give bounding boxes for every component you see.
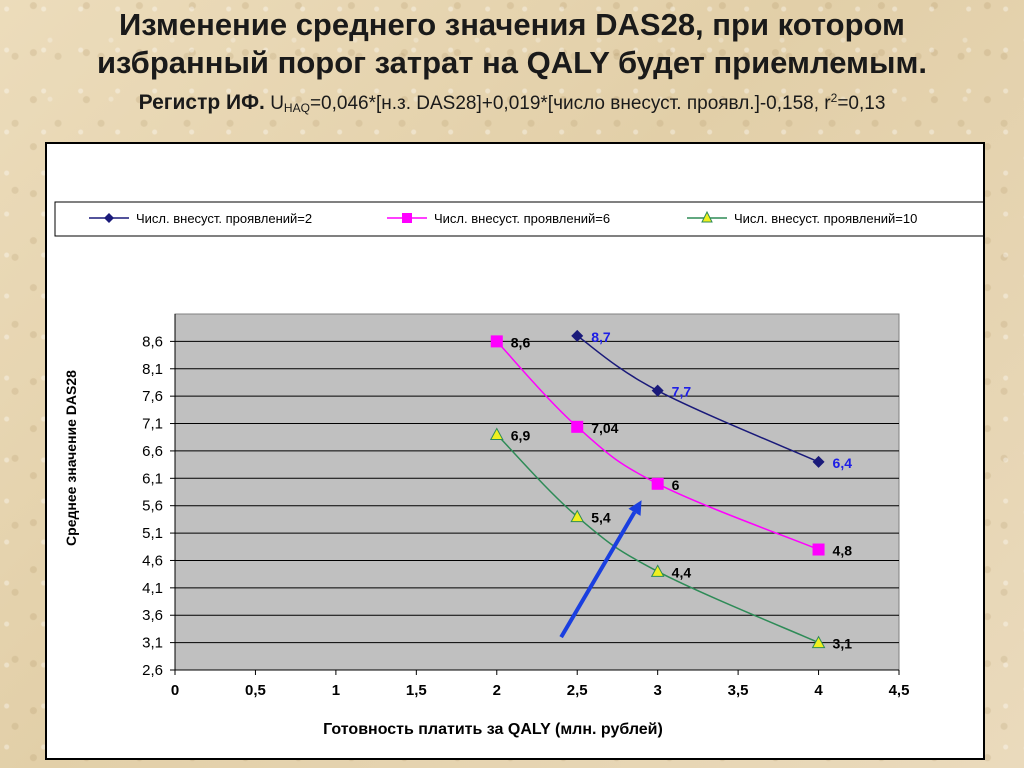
data-label: 8,6 xyxy=(511,334,531,350)
regression-subtitle: Регистр ИФ. UHAQ=0,046*[н.з. DAS28]+0,01… xyxy=(0,84,1024,122)
point-triangle xyxy=(811,635,826,649)
point-diamond xyxy=(571,329,584,342)
x-tick-label: 4,5 xyxy=(889,682,910,699)
legend-entry-series-10: Числ. внесуст. проявлений=10 xyxy=(687,210,917,226)
legend-marker-diamond xyxy=(104,213,114,223)
point-triangle xyxy=(570,509,585,523)
y-tick-label: 5,6 xyxy=(142,498,163,515)
y-axis-title: Среднее значение DAS28 xyxy=(63,370,79,546)
data-label: 5,4 xyxy=(591,510,611,526)
legend-label-series-10: Числ. внесуст. проявлений=10 xyxy=(734,211,917,226)
slide-title: Изменение среднего значения DAS28, при к… xyxy=(0,6,1024,122)
line-series-10 xyxy=(496,433,819,644)
legend-box xyxy=(54,201,986,237)
data-label: 7,7 xyxy=(672,384,692,400)
x-tick-label: 1 xyxy=(332,682,340,699)
y-tick-label: 3,6 xyxy=(142,607,163,624)
legend-label-series-2: Числ. внесуст. проявлений=2 xyxy=(136,211,312,226)
y-tick-label: 8,6 xyxy=(142,333,163,350)
plot-area xyxy=(174,313,900,671)
point-square xyxy=(651,477,664,490)
formula-u: U xyxy=(270,93,284,114)
formula-main: =0,046*[н.з. DAS28]+0,019*[число внесуст… xyxy=(309,93,831,114)
title-line-2: избранный порог затрат на QALY будет при… xyxy=(96,45,928,80)
legend-marker-triangle xyxy=(701,210,713,223)
y-tick-label: 4,1 xyxy=(142,580,163,597)
x-tick-label: 1,5 xyxy=(406,682,427,699)
point-square xyxy=(571,420,584,433)
formula-superscript: 2 xyxy=(830,91,838,105)
axes xyxy=(174,314,899,671)
legend-marker-square xyxy=(402,213,412,223)
title-line-1: Изменение среднего значения DAS28, при к… xyxy=(119,7,905,42)
x-tick-label: 2 xyxy=(493,682,501,699)
legend: Числ. внесуст. проявлений=2 Числ. внесус… xyxy=(54,201,986,237)
annotation-layer xyxy=(559,500,642,639)
formula-tail: =0,13 xyxy=(837,93,886,114)
x-tick-label: 4 xyxy=(814,682,823,699)
y-tick-label: 5,1 xyxy=(142,525,163,542)
y-tick-label: 7,1 xyxy=(142,416,163,433)
formula-subscript: HAQ xyxy=(283,101,310,115)
y-tick-label: 2,6 xyxy=(142,662,163,679)
x-axis-title: Готовность платить за QALY (млн. рублей) xyxy=(323,721,663,738)
data-label: 4,4 xyxy=(672,564,692,580)
line-series-2 xyxy=(576,335,819,463)
x-tick-label: 3,5 xyxy=(728,682,749,699)
data-series-2: 8,7 7,7 6,4 xyxy=(571,329,852,471)
x-tick-label: 0 xyxy=(171,682,179,699)
chart-frame: Числ. внесуст. проявлений=2 Числ. внесус… xyxy=(45,142,986,760)
data-label: 3,1 xyxy=(833,636,853,652)
point-triangle xyxy=(489,427,504,440)
das28-chart: Числ. внесуст. проявлений=2 Числ. внесус… xyxy=(54,201,986,738)
y-tick-labels: 2,6 3,1 3,6 4,1 4,6 5,1 5,6 6,1 6,6 7,1 7,6 8,1 8,6 xyxy=(142,333,175,679)
x-tick-label: 0,5 xyxy=(245,682,266,699)
arrow-head xyxy=(628,500,642,516)
legend-entry-series-6: Числ. внесуст. проявлений=6 xyxy=(387,211,610,226)
point-triangle xyxy=(650,564,665,577)
data-label: 6,4 xyxy=(833,455,853,471)
y-tick-label: 8,1 xyxy=(142,361,163,378)
y-tick-label: 6,1 xyxy=(142,470,163,487)
data-label: 6 xyxy=(672,477,680,493)
point-diamond xyxy=(812,455,825,468)
y-tick-label: 3,1 xyxy=(142,635,163,652)
x-tick-labels: 0 0,5 1 1,5 2 2,5 3 3,5 4 4,5 xyxy=(171,670,910,699)
arrow-shaft xyxy=(559,511,637,639)
point-diamond xyxy=(651,384,664,397)
data-label: 6,9 xyxy=(511,427,531,443)
point-square xyxy=(490,335,503,348)
series-layer: 8,7 7,7 6,4 8,6 7,04 6 4,8 6,9 5,4 4,4 3,1 xyxy=(489,329,853,652)
y-tick-label: 7,6 xyxy=(142,388,163,405)
line-series-6 xyxy=(496,340,819,551)
data-series-10: 6,9 5,4 4,4 3,1 xyxy=(489,427,853,652)
data-label: 7,04 xyxy=(591,420,618,436)
data-label: 8,7 xyxy=(591,329,611,345)
point-square xyxy=(812,543,825,556)
y-tick-label: 4,6 xyxy=(142,552,163,569)
legend-label-series-6: Числ. внесуст. проявлений=6 xyxy=(434,211,610,226)
legend-entry-series-2: Числ. внесуст. проявлений=2 xyxy=(89,211,312,226)
y-tick-label: 6,6 xyxy=(142,443,163,460)
registry-label: Регистр ИФ. xyxy=(138,91,265,114)
x-tick-label: 3 xyxy=(653,682,661,699)
data-label: 4,8 xyxy=(833,543,853,559)
data-series-6: 8,6 7,04 6 4,8 xyxy=(490,334,853,559)
x-tick-label: 2,5 xyxy=(567,682,588,699)
